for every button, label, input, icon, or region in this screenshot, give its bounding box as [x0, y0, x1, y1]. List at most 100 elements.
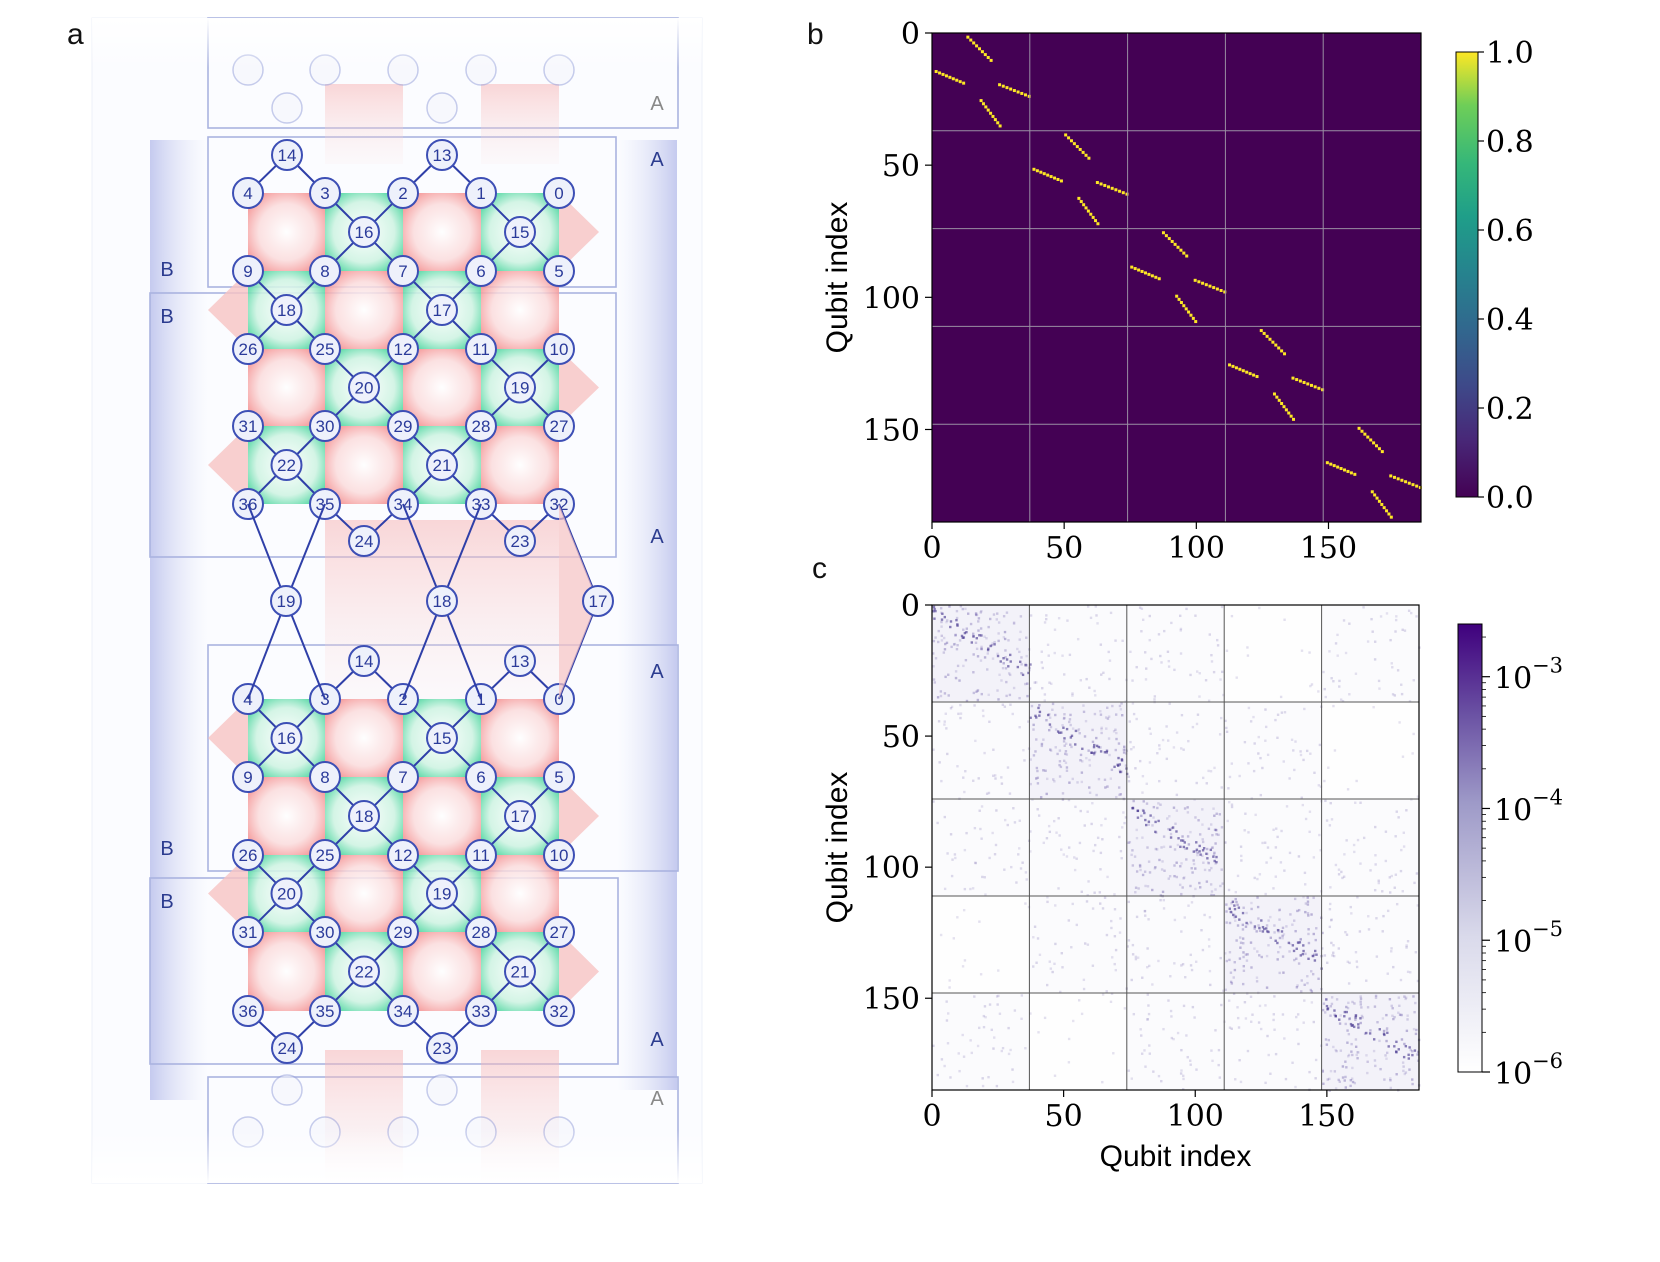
- heatmap-cell: [1006, 766, 1010, 769]
- heatmap-cell: [940, 779, 943, 783]
- heatmap-cell: [1314, 1077, 1317, 1080]
- heatmap-cell: [1060, 848, 1063, 851]
- heatmap-cell: [1411, 1078, 1414, 1081]
- heatmap-cell: [1005, 658, 1009, 661]
- heatmap-cell: [1175, 793, 1179, 797]
- heatmap-cell: [1389, 638, 1392, 642]
- heatmap-cell: [1007, 1026, 1010, 1030]
- heatmap-block: [1321, 993, 1419, 1090]
- heatmap-cell: [957, 712, 960, 716]
- heatmap-cell: [1296, 1013, 1300, 1016]
- heatmap-cell: [1192, 862, 1196, 866]
- heatmap-cell: [969, 622, 973, 626]
- heatmap-cell: [1083, 735, 1087, 738]
- heatmap-cell: [1198, 881, 1201, 885]
- region-label: A: [650, 661, 664, 683]
- heatmap-cell: [1205, 782, 1208, 785]
- heatmap-cell: [1264, 725, 1268, 729]
- heatmap-cell: [1396, 669, 1400, 672]
- heatmap-cell: [1107, 715, 1111, 718]
- qubit-node: 0: [543, 177, 575, 209]
- heatmap-cell: [1218, 813, 1222, 816]
- heatmap-cell: [1367, 928, 1371, 931]
- heatmap-cell: [1191, 871, 1194, 874]
- heatmap-cell: [1080, 890, 1083, 893]
- heatmap-cell: [972, 635, 975, 638]
- heatmap-cell: [1233, 913, 1236, 917]
- heatmap-cell: [1231, 900, 1235, 903]
- heatmap-cell: [1241, 369, 1245, 373]
- heatmap-cell: [1045, 837, 1049, 840]
- heatmap-cell: [1289, 913, 1292, 916]
- heatmap-cell: [995, 618, 998, 621]
- heatmap-cell: [1040, 650, 1043, 653]
- heatmap-cell: [1409, 971, 1412, 974]
- heatmap-cell: [1203, 868, 1207, 872]
- heatmap-cell: [1362, 836, 1366, 840]
- heatmap-cell: [985, 792, 989, 795]
- heatmap-cell: [1175, 861, 1178, 864]
- heatmap-cell: [1354, 1014, 1358, 1017]
- heatmap-cell: [1144, 884, 1147, 888]
- heatmap-cell: [1352, 1025, 1356, 1029]
- heatmap-cell: [1326, 961, 1329, 965]
- heatmap-block: [1224, 605, 1321, 702]
- heatmap-cell: [1183, 916, 1186, 919]
- heatmap-cell: [954, 856, 957, 860]
- heatmap-cell: [1294, 1085, 1297, 1089]
- qubit-circle: [387, 839, 419, 871]
- heatmap-cell: [946, 1042, 950, 1045]
- heatmap-cell: [1398, 721, 1401, 724]
- heatmap-cell: [948, 979, 951, 982]
- heatmap-cell: [1016, 647, 1019, 651]
- heatmap-cell: [1114, 639, 1117, 642]
- heatmap-cell: [939, 694, 943, 698]
- heatmap-cell: [1061, 724, 1064, 727]
- heatmap-cell: [1179, 301, 1183, 305]
- heatmap-cell: [995, 995, 999, 998]
- heatmap-cell: [1253, 876, 1256, 880]
- heatmap-block: [1321, 799, 1419, 896]
- heatmap-cell: [1228, 958, 1231, 962]
- heatmap-cell: [1360, 1014, 1364, 1018]
- qubit-label: 23: [511, 532, 530, 551]
- heatmap-cell: [1069, 713, 1072, 717]
- heatmap-cell: [1138, 759, 1142, 763]
- heatmap-cell: [1141, 976, 1144, 979]
- heatmap-cell: [1321, 1068, 1324, 1072]
- heatmap-cell: [1321, 388, 1325, 392]
- heatmap-cell: [1280, 349, 1284, 353]
- heatmap-cell: [1036, 808, 1039, 811]
- heatmap-cell: [974, 861, 977, 865]
- heatmap-cell: [1238, 1059, 1241, 1062]
- heatmap-cell: [1090, 751, 1094, 755]
- heatmap-cell: [1076, 781, 1079, 784]
- qubit-circle: [465, 177, 497, 209]
- heatmap-cell: [1390, 662, 1393, 665]
- heatmap-cell: [1157, 277, 1161, 281]
- qubit-node: 12: [387, 333, 419, 365]
- colorbar-tick-base: 10: [1494, 662, 1532, 697]
- heatmap-cell: [979, 627, 983, 630]
- heatmap-cell: [947, 694, 950, 697]
- heatmap-cell: [1323, 1011, 1327, 1014]
- heatmap-cell: [1154, 830, 1157, 834]
- heatmap-cell: [1147, 918, 1150, 921]
- heatmap-cell: [1344, 1086, 1347, 1089]
- heatmap-cell: [1302, 380, 1306, 384]
- heatmap-cell: [1281, 926, 1285, 930]
- heatmap-cell: [1275, 395, 1279, 399]
- heatmap-cell: [1399, 978, 1403, 982]
- heatmap-cell: [1073, 856, 1076, 859]
- heatmap-cell: [972, 653, 975, 656]
- heatmap-cell: [1341, 876, 1344, 880]
- heatmap-cell: [1227, 787, 1230, 790]
- heatmap-cell: [1101, 907, 1105, 910]
- heatmap-cell: [1099, 182, 1103, 186]
- heatmap-cell: [1397, 1011, 1400, 1014]
- heatmap-cell: [1334, 863, 1338, 867]
- heatmap-cell: [1253, 947, 1256, 950]
- heatmap-cell: [1029, 782, 1032, 786]
- heatmap-cell: [1148, 727, 1151, 730]
